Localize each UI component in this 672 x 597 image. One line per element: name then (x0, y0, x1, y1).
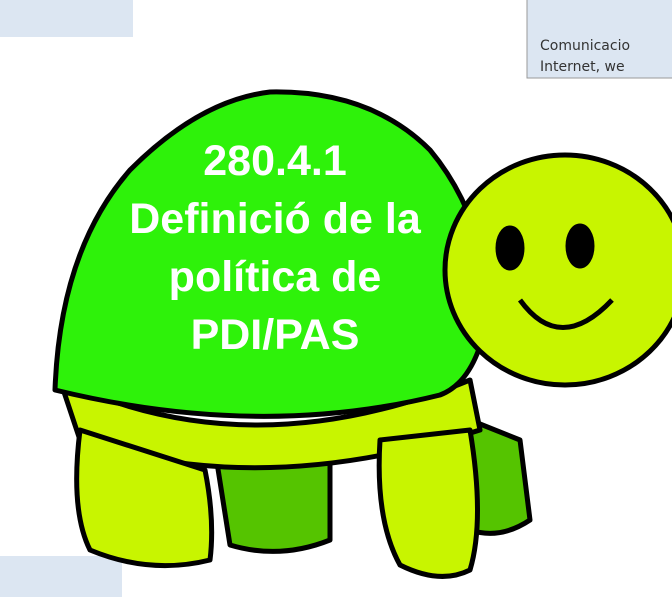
turtle (55, 92, 672, 576)
note-line: Internet, we (540, 59, 625, 75)
front-leg (379, 430, 477, 576)
title-line: 280.4.1 (203, 137, 346, 185)
note-line: Comunicacio (540, 38, 630, 54)
scene: Comunicacio Internet, we 280.4.1 Definic… (0, 0, 672, 597)
title-line: política de (169, 253, 382, 301)
eye (498, 228, 522, 268)
title-line: Definició de la (129, 195, 422, 243)
eye (568, 226, 592, 266)
bottom-left-box (0, 556, 122, 597)
head (445, 155, 672, 385)
page: Comunicacio Internet, we 280.4.1 Definic… (0, 0, 672, 597)
top-left-box (0, 0, 133, 37)
title-line: PDI/PAS (191, 311, 360, 359)
